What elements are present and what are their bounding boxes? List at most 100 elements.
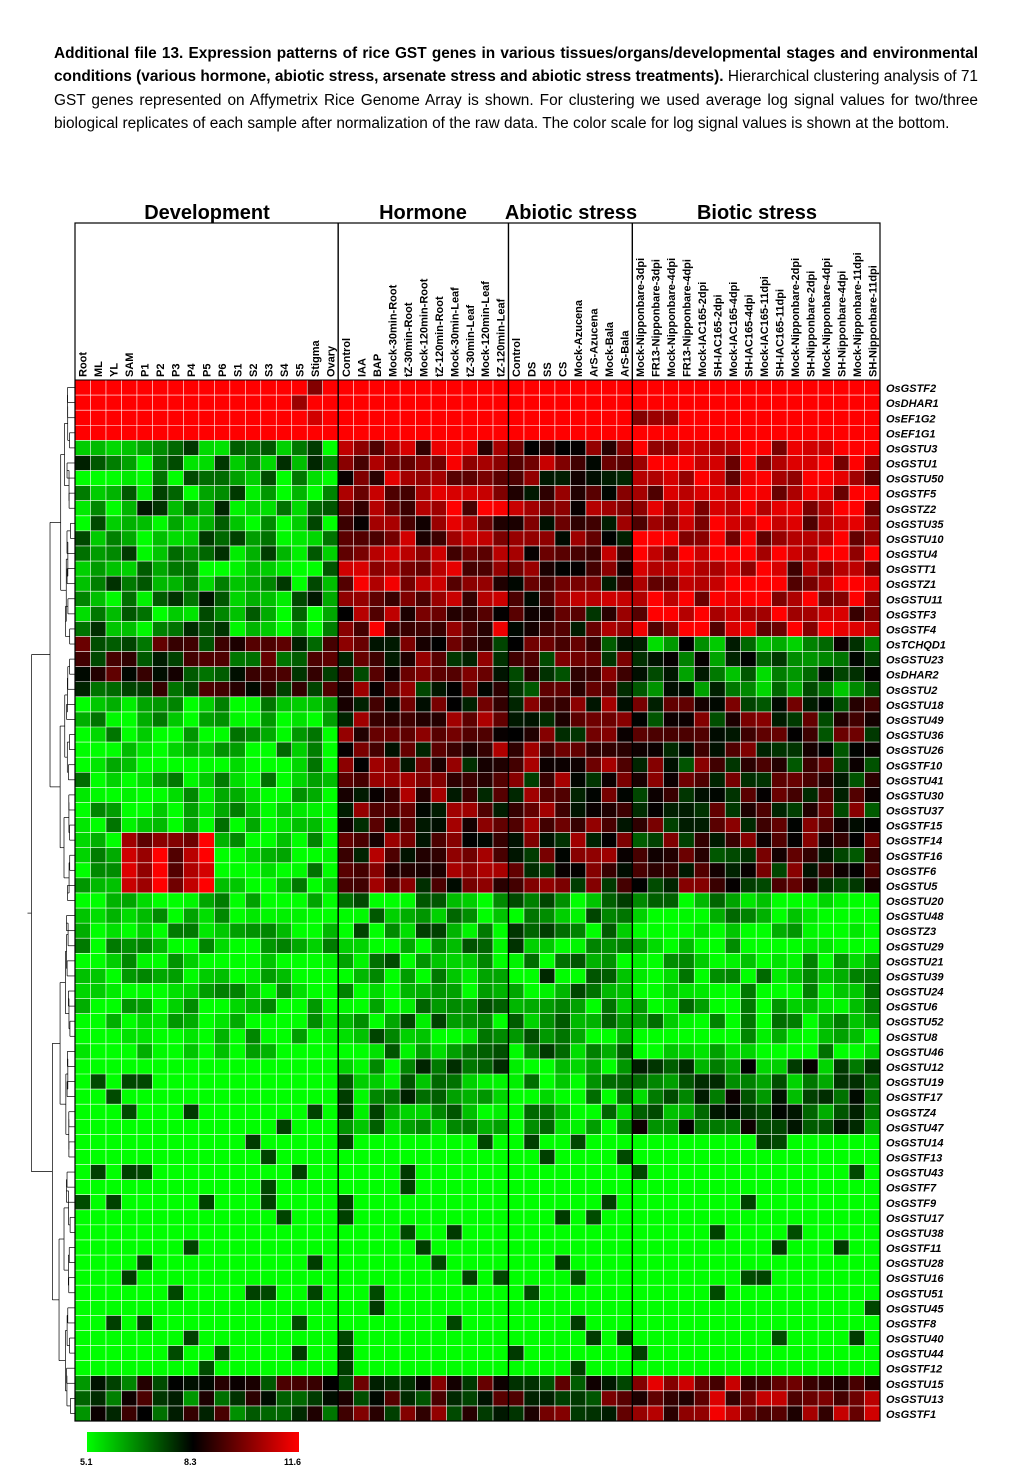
heatmap-cell bbox=[492, 968, 509, 984]
heatmap-cell bbox=[338, 1270, 354, 1286]
heatmap-cell bbox=[818, 1209, 834, 1225]
heatmap-cell bbox=[849, 1375, 865, 1391]
heatmap-cell bbox=[647, 380, 664, 396]
heatmap-cell bbox=[462, 953, 478, 969]
heatmap-cell bbox=[198, 727, 215, 743]
column-label: tZ-30min-Leaf bbox=[465, 305, 477, 377]
group-title: Abiotic stress bbox=[505, 202, 637, 224]
heatmap-cell bbox=[446, 953, 463, 969]
heatmap-cell bbox=[756, 696, 772, 712]
heatmap-cell bbox=[136, 772, 153, 788]
heatmap-cell bbox=[647, 1375, 664, 1391]
heatmap-cell bbox=[307, 395, 323, 411]
column-label: SH-Nipponbare-2dpi bbox=[805, 271, 817, 377]
heatmap-cell bbox=[462, 1405, 478, 1421]
heatmap-cell bbox=[833, 862, 850, 878]
heatmap-cell bbox=[787, 1074, 803, 1090]
heatmap-cell bbox=[678, 681, 695, 697]
heatmap-cell bbox=[260, 666, 277, 682]
heatmap-cell bbox=[338, 1058, 354, 1074]
heatmap-cell bbox=[787, 1239, 803, 1256]
heatmap-cell bbox=[105, 500, 122, 516]
heatmap-cell bbox=[523, 1224, 540, 1240]
heatmap-cell bbox=[585, 983, 602, 999]
heatmap-cell bbox=[431, 395, 447, 411]
heatmap-cell bbox=[415, 1028, 432, 1044]
heatmap-cell bbox=[229, 1315, 246, 1331]
heatmap-cell bbox=[167, 500, 184, 516]
heatmap-cell bbox=[105, 1013, 122, 1029]
heatmap-cell bbox=[431, 530, 447, 546]
heatmap-cell bbox=[322, 1058, 339, 1074]
heatmap-cell bbox=[353, 1089, 370, 1105]
heatmap-cell bbox=[833, 772, 850, 788]
heatmap-cell bbox=[694, 817, 710, 833]
heatmap-cell bbox=[322, 1345, 339, 1361]
heatmap-cell bbox=[462, 470, 478, 486]
heatmap-cell bbox=[307, 1270, 323, 1286]
heatmap-cell bbox=[214, 1134, 230, 1150]
heatmap-cell bbox=[338, 877, 354, 893]
heatmap-cell bbox=[415, 410, 432, 426]
heatmap-cell bbox=[415, 591, 432, 607]
column-label: Mock-Nipponbare-4dpi bbox=[821, 258, 833, 377]
heatmap-cell bbox=[787, 1013, 803, 1029]
heatmap-cell bbox=[121, 711, 137, 727]
heatmap-cell bbox=[787, 908, 803, 924]
heatmap-cell bbox=[802, 832, 819, 848]
heatmap-cell bbox=[647, 983, 664, 999]
heatmap-cell bbox=[307, 1104, 323, 1120]
heatmap-cell bbox=[338, 591, 354, 607]
heatmap-cell bbox=[229, 757, 246, 773]
heatmap-cell bbox=[632, 1270, 648, 1286]
heatmap-cell bbox=[245, 1209, 261, 1225]
heatmap-cell bbox=[431, 757, 447, 773]
heatmap-cell bbox=[477, 410, 493, 426]
heatmap-cell bbox=[198, 1270, 215, 1286]
heatmap-cell bbox=[307, 1134, 323, 1150]
heatmap-cell bbox=[818, 1300, 834, 1316]
heatmap-cell bbox=[523, 908, 540, 924]
heatmap-cell bbox=[756, 1179, 772, 1195]
heatmap-cell bbox=[369, 1239, 385, 1256]
heatmap-cell bbox=[307, 636, 323, 652]
heatmap-cell bbox=[508, 1104, 524, 1120]
heatmap-cell bbox=[121, 1270, 137, 1286]
heatmap-cell bbox=[771, 651, 788, 667]
heatmap-cell bbox=[167, 1345, 184, 1361]
heatmap-cell bbox=[307, 787, 323, 803]
heatmap-cell bbox=[771, 817, 788, 833]
heatmap-cell bbox=[508, 817, 524, 833]
heatmap-cell bbox=[616, 742, 633, 758]
heatmap-cell bbox=[431, 1074, 447, 1090]
heatmap-cell bbox=[694, 440, 710, 456]
heatmap-cell bbox=[446, 1074, 463, 1090]
heatmap-cell bbox=[771, 1149, 788, 1165]
heatmap-cell bbox=[508, 1360, 524, 1376]
heatmap-cell bbox=[369, 1345, 385, 1361]
heatmap-cell bbox=[400, 1074, 416, 1090]
column-label: Mock-120min-Root bbox=[418, 278, 430, 377]
heatmap-cell bbox=[756, 1375, 772, 1391]
heatmap-cell bbox=[276, 530, 292, 546]
heatmap-cell bbox=[431, 636, 447, 652]
heatmap-cell bbox=[539, 968, 555, 984]
heatmap-cell bbox=[802, 440, 819, 456]
heatmap-cell bbox=[678, 576, 695, 592]
heatmap-cell bbox=[136, 862, 153, 878]
heatmap-cell bbox=[214, 1119, 230, 1135]
heatmap-cell bbox=[431, 545, 447, 562]
heatmap-cell bbox=[90, 802, 106, 818]
heatmap-cell bbox=[75, 1315, 91, 1331]
heatmap-cell bbox=[167, 666, 184, 682]
heatmap-cell bbox=[152, 395, 168, 411]
column-label: S2 bbox=[248, 364, 260, 377]
heatmap-cell bbox=[415, 892, 432, 909]
heatmap-cell bbox=[647, 1224, 664, 1240]
heatmap-cell bbox=[338, 1405, 354, 1421]
heatmap-cell bbox=[492, 1194, 509, 1210]
heatmap-cell bbox=[756, 1300, 772, 1316]
heatmap-cell bbox=[849, 1013, 865, 1029]
heatmap-cell bbox=[477, 1330, 493, 1346]
heatmap-cell bbox=[322, 742, 339, 758]
